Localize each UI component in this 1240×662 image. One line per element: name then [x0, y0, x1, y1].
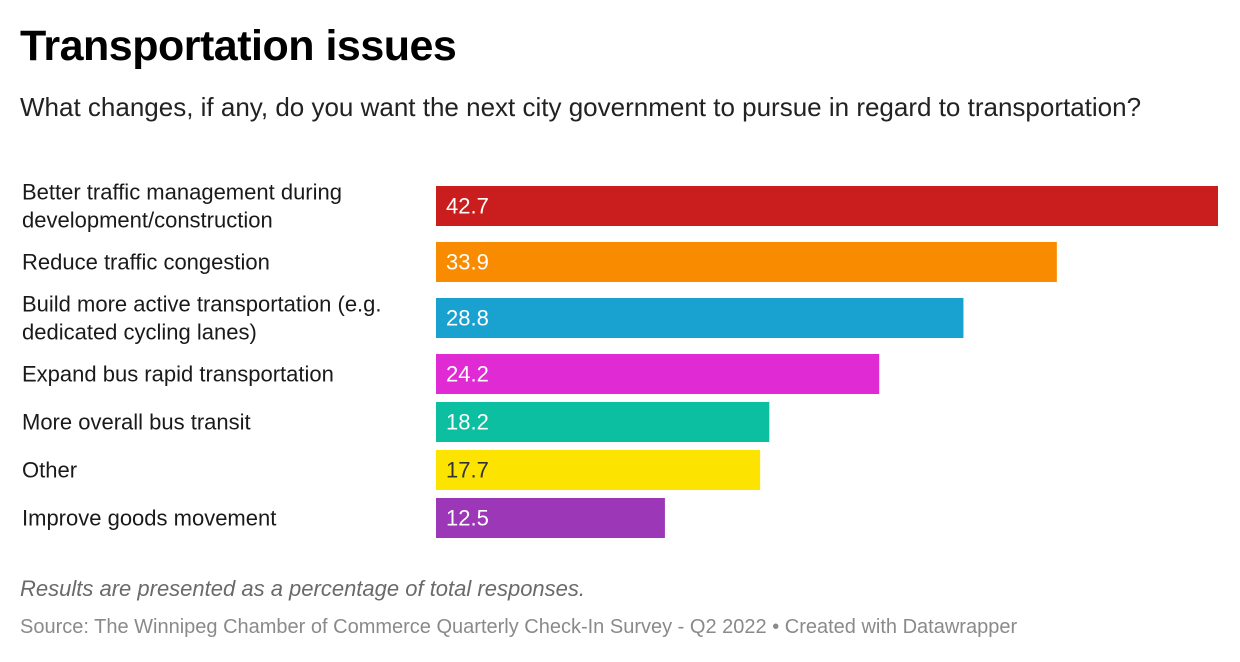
bar-value-label: 33.9: [446, 250, 489, 275]
bar-value-label: 24.2: [446, 362, 489, 387]
category-label-line: Expand bus rapid transportation: [22, 362, 334, 387]
category-label-line: development/construction: [22, 208, 273, 233]
category-label: Build more active transportation (e.g. de…: [22, 292, 382, 345]
category-label-line: Better traffic management during: [22, 180, 342, 205]
bar-value-label: 28.8: [446, 306, 489, 331]
bar: [436, 498, 665, 538]
bar: [436, 354, 880, 394]
bar-value-label: 42.7: [446, 194, 489, 219]
category-label: More overall bus transit: [22, 410, 251, 435]
bar-value-label: 18.2: [446, 410, 489, 435]
bar-chart: Better traffic management during developm…: [22, 180, 1218, 538]
bar: [436, 186, 1218, 226]
datawrapper-credit[interactable]: Created with Datawrapper: [784, 616, 1018, 638]
source-text: Source: The Winnipeg Chamber of Commerce…: [20, 616, 767, 638]
bar-value-label: 12.5: [446, 506, 489, 531]
category-label: Better traffic management during developm…: [22, 180, 342, 233]
chart-source: Source: The Winnipeg Chamber of Commerce…: [20, 616, 1017, 639]
bar: [436, 450, 761, 490]
bar-value-label: 17.7: [446, 458, 489, 483]
category-label: Expand bus rapid transportation: [22, 362, 334, 387]
bar: [436, 242, 1057, 282]
bar: [436, 402, 770, 442]
category-label: Improve goods movement: [22, 506, 276, 531]
category-label: Reduce traffic congestion: [22, 250, 270, 275]
category-label-line: Build more active transportation (e.g.: [22, 292, 382, 317]
category-label-line: Improve goods movement: [22, 506, 276, 531]
category-label: Other: [22, 458, 77, 483]
source-separator: •: [772, 616, 780, 638]
bar: [436, 298, 964, 338]
chart-footnote: Results are presented as a percentage of…: [20, 576, 586, 601]
category-label-line: More overall bus transit: [22, 410, 251, 435]
category-label-line: dedicated cycling lanes): [22, 320, 257, 345]
category-label-line: Reduce traffic congestion: [22, 250, 270, 275]
chart-subtitle: What changes, if any, do you want the ne…: [20, 92, 1142, 122]
category-label-line: Other: [22, 458, 77, 483]
chart-title: Transportation issues: [20, 22, 457, 70]
